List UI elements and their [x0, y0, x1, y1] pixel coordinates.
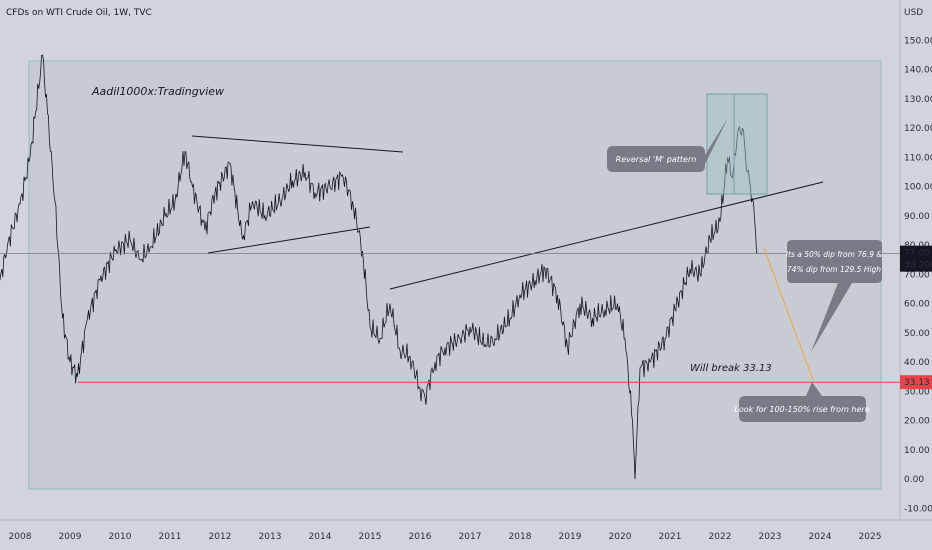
callout-rise-text: Look for 100-150% rise from here — [734, 405, 869, 414]
y-tick-label: 20.00 — [904, 417, 930, 427]
x-tick-label: 2018 — [509, 532, 532, 542]
analysis-zone-box — [28, 60, 882, 490]
y-tick-label: 100.00 — [904, 183, 932, 193]
y-tick-label: 50.00 — [904, 329, 930, 339]
callout-dip-bubble — [787, 240, 882, 352]
support-badge — [900, 375, 932, 390]
y-tick-label: 10.00 — [904, 446, 930, 456]
trendline-long — [389, 181, 824, 290]
y-tick-label: 90.00 — [904, 212, 930, 222]
y-tick-label: 30.00 — [904, 387, 930, 397]
callout-reversal-text: Reversal 'M' pattern — [616, 155, 697, 164]
y-tick-label: 150.00 — [904, 37, 932, 47]
x-tick-label: 2016 — [409, 532, 432, 542]
x-tick-label: 2020 — [609, 532, 632, 542]
x-tick-label: 2017 — [459, 532, 482, 542]
price-series-line-0 — [0, 54, 758, 480]
m-pattern-box — [706, 93, 768, 195]
x-tick-label: 2013 — [259, 532, 282, 542]
y-tick-label: 120.00 — [904, 124, 932, 134]
x-tick-label: 2011 — [159, 532, 182, 542]
x-tick-label: 2023 — [759, 532, 782, 542]
y-tick-label: -10.00 — [904, 504, 932, 514]
y-tick-label: 140.00 — [904, 66, 932, 76]
y-tick-label: 60.00 — [904, 300, 930, 310]
x-tick-label: 2008 — [9, 532, 32, 542]
x-tick-label: 2014 — [309, 532, 332, 542]
last-price-countdown: 3d 20h — [904, 261, 932, 271]
trendline-lower — [207, 226, 371, 254]
x-tick-label: 2024 — [809, 532, 832, 542]
y-tick-label: 70.00 — [904, 270, 930, 280]
callout-rise-bubble — [739, 382, 866, 422]
last-price-label: 77.09 — [904, 249, 930, 259]
y-tick-label: 130.00 — [904, 95, 932, 105]
x-tick-label: 2010 — [109, 532, 132, 542]
callout-dip-line-2: 74% dip from 129.5 High — [787, 265, 881, 274]
support-break-label: Will break 33.13 — [690, 363, 772, 374]
currency-label: USD — [904, 8, 923, 18]
x-tick-label: 2022 — [709, 532, 732, 542]
projection-line — [763, 247, 814, 381]
chart-title: CFDs on WTI Crude Oil, 1W, TVC — [6, 8, 152, 18]
y-tick-label: 40.00 — [904, 358, 930, 368]
y-tick-label: 110.00 — [904, 153, 932, 163]
trendline-upper — [191, 135, 404, 153]
x-tick-label: 2009 — [59, 532, 82, 542]
callout-dip-line-1: Its a 50% dip from 76.9 & — [786, 250, 883, 259]
support-label: 33.13 — [904, 378, 930, 388]
x-axis: 2008 2009 2010 2011 2012 2013 2014 2015 2016 2017… — [9, 532, 882, 542]
x-tick-label: 2021 — [659, 532, 682, 542]
x-tick-label: 2025 — [859, 532, 882, 542]
price-axis-panel[interactable] — [900, 0, 932, 550]
x-tick-label: 2015 — [359, 532, 382, 542]
last-price-badge — [900, 245, 932, 272]
x-tick-label: 2019 — [559, 532, 582, 542]
price-series-layer — [0, 54, 758, 480]
time-axis-panel[interactable] — [0, 520, 900, 550]
callout-reversal-bubble — [607, 118, 728, 172]
watermark-author: Aadil1000x:Tradingview — [91, 85, 224, 98]
y-tick-label: 0.00 — [904, 475, 924, 485]
x-tick-label: 2012 — [209, 532, 232, 542]
